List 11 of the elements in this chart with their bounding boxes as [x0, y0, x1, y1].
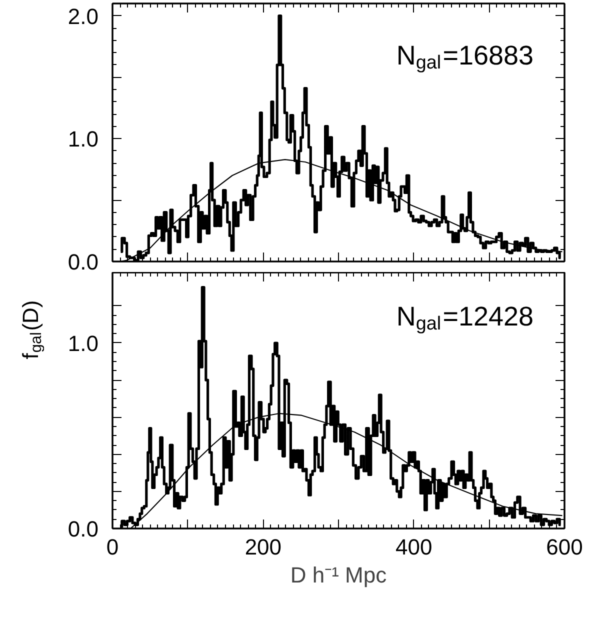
x-tick-label: 600	[546, 534, 583, 560]
x-tick-label: 0	[106, 534, 119, 560]
x-tick-label: 200	[244, 534, 282, 560]
x-tick-label: 400	[395, 534, 432, 560]
y-tick-label: 0.0	[68, 250, 99, 274]
y-tick-label: 1.0	[68, 330, 99, 356]
x-axis-title: D h⁻¹ Mpc	[290, 562, 387, 588]
y-tick-label: 2.0	[68, 4, 99, 29]
y-axis-title: fgal(D)	[18, 300, 46, 360]
y-tick-label: 0.0	[68, 516, 99, 542]
y-tick-label: 1.0	[68, 126, 99, 152]
